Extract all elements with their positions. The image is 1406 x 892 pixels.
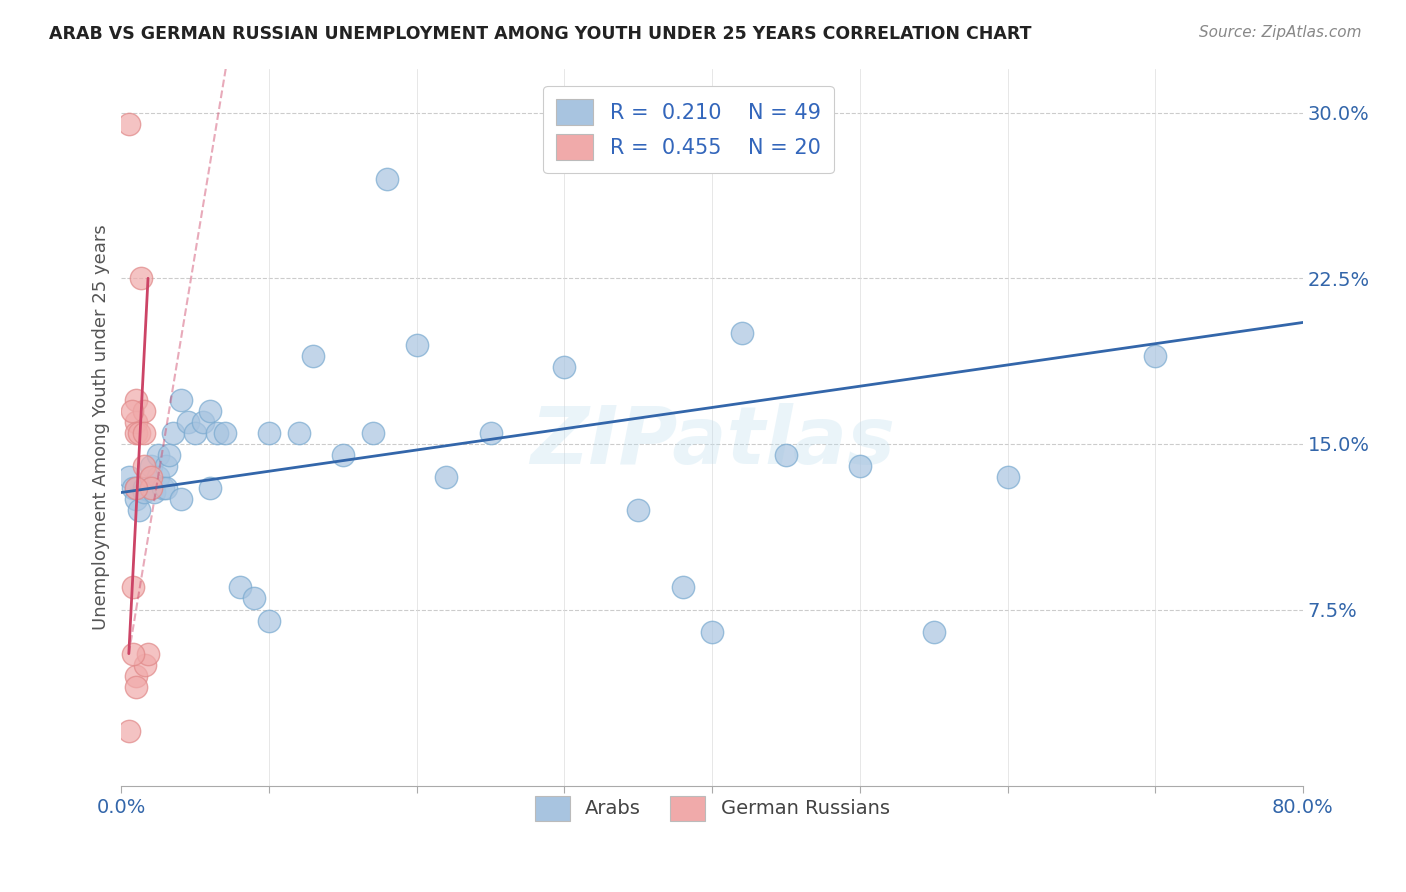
- Point: [139, 481, 162, 495]
- Point: [125, 680, 148, 694]
- Point: [125, 492, 148, 507]
- Point: [169, 392, 191, 407]
- Point: [148, 470, 170, 484]
- Point: [132, 425, 155, 440]
- Point: [627, 503, 650, 517]
- Point: [257, 614, 280, 628]
- Point: [184, 425, 207, 440]
- Legend: Arabs, German Russians: Arabs, German Russians: [524, 786, 900, 830]
- Text: ZIPatlas: ZIPatlas: [530, 402, 894, 481]
- Point: [177, 415, 200, 429]
- Point: [672, 581, 695, 595]
- Point: [198, 404, 221, 418]
- Point: [214, 425, 236, 440]
- Point: [132, 404, 155, 418]
- Point: [731, 326, 754, 341]
- Point: [162, 425, 184, 440]
- Point: [118, 470, 141, 484]
- Text: Source: ZipAtlas.com: Source: ZipAtlas.com: [1198, 25, 1361, 40]
- Point: [375, 172, 398, 186]
- Text: ARAB VS GERMAN RUSSIAN UNEMPLOYMENT AMONG YOUTH UNDER 25 YEARS CORRELATION CHART: ARAB VS GERMAN RUSSIAN UNEMPLOYMENT AMON…: [49, 25, 1032, 43]
- Point: [125, 669, 148, 683]
- Point: [136, 475, 159, 489]
- Point: [302, 349, 325, 363]
- Point: [155, 481, 177, 495]
- Point: [132, 458, 155, 473]
- Point: [155, 458, 177, 473]
- Point: [922, 624, 945, 639]
- Point: [243, 591, 266, 606]
- Point: [125, 392, 148, 407]
- Point: [361, 425, 384, 440]
- Point: [125, 481, 148, 495]
- Point: [228, 581, 250, 595]
- Point: [198, 481, 221, 495]
- Y-axis label: Unemployment Among Youth under 25 years: Unemployment Among Youth under 25 years: [93, 225, 110, 631]
- Point: [148, 448, 170, 462]
- Point: [122, 581, 145, 595]
- Point: [118, 723, 141, 738]
- Point: [139, 458, 162, 473]
- Point: [152, 481, 174, 495]
- Point: [136, 647, 159, 661]
- Point: [849, 458, 872, 473]
- Point: [139, 470, 162, 484]
- Point: [157, 448, 180, 462]
- Point: [139, 481, 162, 495]
- Point: [132, 485, 155, 500]
- Point: [332, 448, 354, 462]
- Point: [479, 425, 502, 440]
- Point: [1144, 349, 1167, 363]
- Point: [125, 481, 148, 495]
- Point: [257, 425, 280, 440]
- Point: [121, 404, 143, 418]
- Point: [128, 503, 150, 517]
- Point: [125, 415, 148, 429]
- Point: [553, 359, 575, 374]
- Point: [191, 415, 214, 429]
- Point: [434, 470, 457, 484]
- Point: [128, 425, 150, 440]
- Point: [405, 337, 427, 351]
- Point: [287, 425, 309, 440]
- Point: [997, 470, 1019, 484]
- Point: [169, 492, 191, 507]
- Point: [142, 485, 165, 500]
- Point: [132, 481, 155, 495]
- Point: [125, 425, 148, 440]
- Point: [122, 481, 145, 495]
- Point: [775, 448, 797, 462]
- Point: [118, 117, 141, 131]
- Point: [702, 624, 724, 639]
- Point: [207, 425, 229, 440]
- Point: [129, 271, 152, 285]
- Point: [134, 657, 156, 672]
- Point: [122, 647, 145, 661]
